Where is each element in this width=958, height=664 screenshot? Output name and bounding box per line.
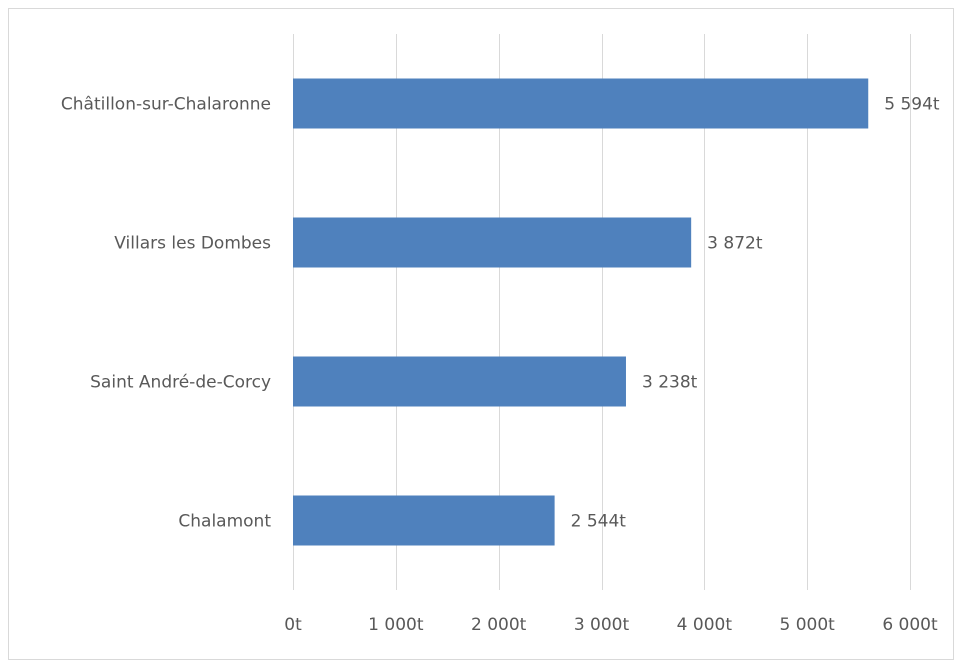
data-label-saint-andre-de-corcy: 3 238t [642,373,698,393]
data-label-chalamont: 2 544t [571,512,627,532]
data-label-chatillon-sur-chalaronne: 5 594t [884,95,940,115]
bars [293,78,869,546]
bar-villars-les-dombes [293,217,692,268]
bar-saint-andre-de-corcy [293,356,626,407]
category-label-villars-les-dombes: Villars les Dombes [114,234,271,254]
category-label-saint-andre-de-corcy: Saint André-de-Corcy [90,373,271,393]
bar-chatillon-sur-chalaronne [293,78,869,129]
x-axis-tick-labels: 0t 1 000t 2 000t 3 000t 4 000t 5 000t 6 000t [284,615,938,635]
category-label-chalamont: Chalamont [178,512,271,532]
category-labels: Châtillon-sur-Chalaronne Villars les Domb… [61,95,271,532]
x-tick-label-1: 1 000t [368,615,424,635]
x-tick-label-4: 4 000t [677,615,733,635]
x-tick-label-3: 3 000t [574,615,630,635]
x-tick-label-2: 2 000t [471,615,527,635]
bar-chalamont [293,495,555,546]
x-tick-label-6: 6 000t [882,615,938,635]
x-tick-label-0: 0t [284,615,302,635]
x-tick-label-5: 5 000t [779,615,835,635]
data-labels: 5 594t 3 872t 3 238t 2 544t [571,95,940,532]
data-label-villars-les-dombes: 3 872t [707,234,763,254]
category-label-chatillon-sur-chalaronne: Châtillon-sur-Chalaronne [61,95,271,115]
